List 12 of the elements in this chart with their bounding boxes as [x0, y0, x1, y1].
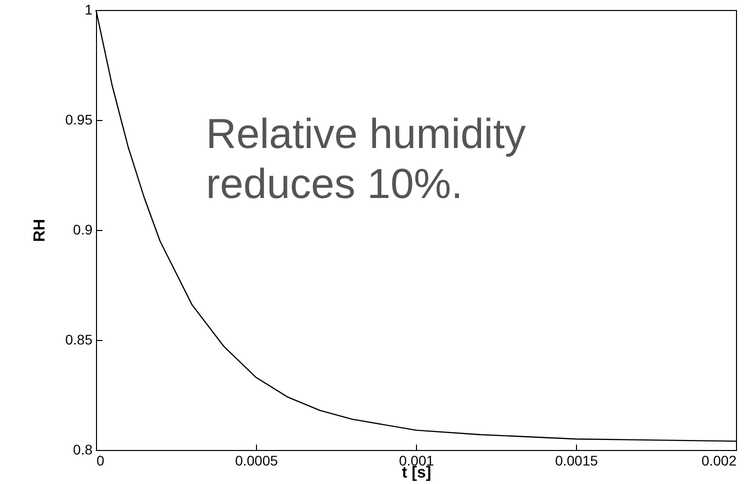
y-tick-label: 0.9 [73, 222, 93, 238]
y-tick-label: 1 [84, 2, 93, 18]
x-tick-label: 0.0015 [555, 452, 598, 468]
x-tick-label: 0 [96, 452, 104, 468]
y-tick-label: 0.85 [65, 332, 93, 348]
x-tick-label: 0.0005 [235, 452, 278, 468]
x-axis-title: t [s] [402, 464, 432, 482]
y-tick-label: 0.8 [73, 442, 93, 458]
y-tick-label: 0.95 [65, 112, 93, 128]
x-tick-label: 0.002 [701, 452, 737, 468]
annotation: Relative humidity reduces 10%. [206, 110, 526, 207]
y-axis-title: RH [31, 218, 48, 242]
